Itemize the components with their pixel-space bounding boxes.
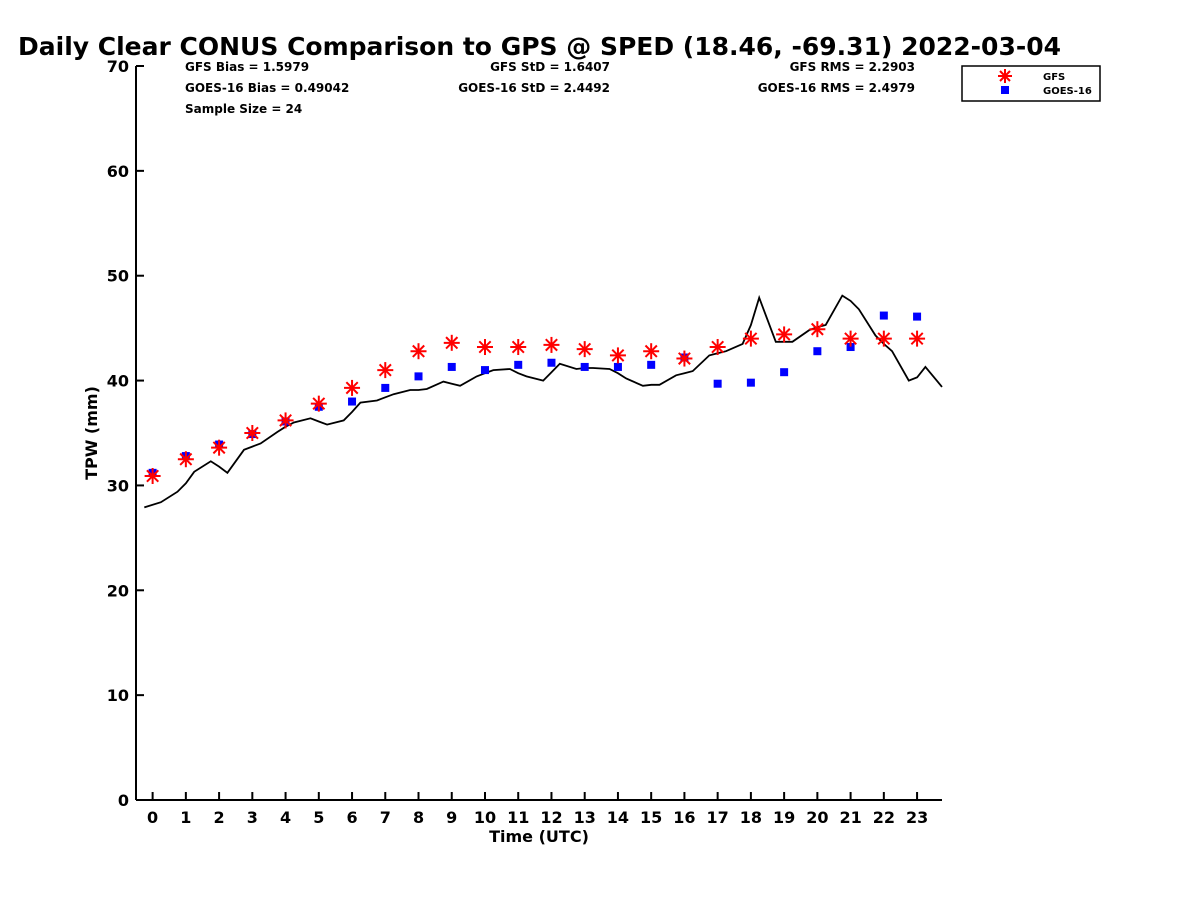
goes16-point bbox=[780, 368, 789, 377]
x-tick-label: 2 bbox=[214, 808, 225, 827]
x-ticks: 0 1 2 3 4 5 6 7 8 9 10 11 12 13 14 15 16 17 18 19 20 21 22 23 bbox=[147, 792, 928, 827]
goes16-point bbox=[746, 378, 755, 387]
y-tick-label: 30 bbox=[107, 476, 129, 495]
gfs-point bbox=[709, 339, 726, 356]
gfs-point bbox=[643, 343, 660, 360]
goes16-point bbox=[514, 360, 523, 369]
y-tick-label: 0 bbox=[118, 791, 129, 810]
gfs-point bbox=[510, 339, 527, 356]
y-tick-label: 10 bbox=[107, 686, 129, 705]
goes-bias-stat: GOES-16 Bias = 0.49042 bbox=[185, 81, 349, 95]
gfs-point bbox=[277, 412, 294, 429]
series-layer bbox=[144, 294, 943, 509]
goes-std-stat: GOES-16 StD = 2.4492 bbox=[458, 81, 610, 95]
gfs-point bbox=[543, 336, 560, 353]
gfs-point bbox=[809, 321, 826, 338]
goes16-point bbox=[480, 366, 489, 375]
gfs-point bbox=[377, 362, 394, 379]
legend-box bbox=[961, 65, 1101, 102]
legend: GFS GOES-16 bbox=[961, 65, 1101, 102]
x-tick-label: 18 bbox=[740, 808, 762, 827]
gfs-point bbox=[410, 343, 427, 360]
gfs-point bbox=[177, 451, 194, 468]
goes16-point bbox=[846, 343, 855, 352]
goes16-point bbox=[348, 397, 357, 406]
sample-size-stat: Sample Size = 24 bbox=[185, 102, 302, 116]
y-tick-label: 40 bbox=[107, 372, 129, 391]
gfs-point bbox=[310, 395, 327, 412]
goes16-point bbox=[879, 311, 888, 320]
gfs-point bbox=[576, 341, 593, 358]
goes16-point bbox=[580, 362, 589, 371]
gfs-std-stat: GFS StD = 1.6407 bbox=[490, 60, 610, 74]
goes16-point bbox=[613, 362, 622, 371]
x-tick-label: 7 bbox=[380, 808, 391, 827]
gfs-point bbox=[244, 425, 261, 441]
y-tick-label: 20 bbox=[107, 581, 129, 600]
x-tick-label: 14 bbox=[607, 808, 629, 827]
goes16-point bbox=[813, 347, 822, 356]
plot-area bbox=[135, 66, 942, 801]
x-tick-label: 20 bbox=[806, 808, 828, 827]
gfs-rms-stat: GFS RMS = 2.2903 bbox=[790, 60, 915, 74]
x-tick-label: 16 bbox=[673, 808, 695, 827]
y-tick-label: 50 bbox=[107, 267, 129, 286]
x-tick-label: 1 bbox=[180, 808, 191, 827]
x-tick-label: 10 bbox=[474, 808, 496, 827]
gfs-point bbox=[842, 330, 859, 347]
x-tick-label: 13 bbox=[574, 808, 596, 827]
gfs-point bbox=[875, 330, 892, 347]
x-tick-label: 23 bbox=[906, 808, 928, 827]
legend-gfs-marker bbox=[998, 69, 1012, 83]
y-axis-label: TPW (mm) bbox=[82, 386, 101, 480]
x-axis-label: Time (UTC) bbox=[489, 827, 589, 846]
stats-block: GFS Bias = 1.5979 GOES-16 Bias = 0.49042… bbox=[185, 60, 915, 116]
x-tick-label: 17 bbox=[707, 808, 729, 827]
x-tick-label: 19 bbox=[773, 808, 795, 827]
gfs-point bbox=[211, 439, 228, 456]
goes16-point bbox=[381, 383, 390, 392]
x-tick-label: 8 bbox=[413, 808, 424, 827]
goes16-point bbox=[447, 362, 456, 371]
legend-goes-marker bbox=[1001, 86, 1009, 94]
gfs-point bbox=[776, 326, 793, 343]
gfs-point bbox=[144, 467, 161, 484]
x-tick-label: 15 bbox=[640, 808, 662, 827]
x-tick-label: 3 bbox=[247, 808, 258, 827]
x-tick-label: 9 bbox=[446, 808, 457, 827]
gps-series-line bbox=[144, 294, 943, 509]
goes16-point bbox=[713, 379, 722, 388]
gfs-point bbox=[443, 334, 460, 351]
y-ticks: 0 10 20 30 40 50 60 70 bbox=[107, 57, 144, 810]
gfs-point bbox=[609, 347, 626, 364]
x-tick-label: 21 bbox=[839, 808, 861, 827]
goes16-point bbox=[913, 312, 922, 321]
goes16-point bbox=[414, 372, 423, 381]
x-tick-label: 6 bbox=[346, 808, 357, 827]
chart-title: Daily Clear CONUS Comparison to GPS @ SP… bbox=[18, 32, 1061, 61]
gfs-point bbox=[742, 330, 759, 347]
gfs-point bbox=[344, 379, 361, 396]
gfs-point bbox=[909, 330, 926, 347]
x-tick-label: 11 bbox=[507, 808, 529, 827]
goes16-point bbox=[647, 360, 656, 369]
x-tick-label: 22 bbox=[873, 808, 895, 827]
x-tick-label: 5 bbox=[313, 808, 324, 827]
x-tick-label: 4 bbox=[280, 808, 291, 827]
gfs-bias-stat: GFS Bias = 1.5979 bbox=[185, 60, 309, 74]
legend-goes-label: GOES-16 bbox=[1043, 86, 1092, 97]
legend-gfs-label: GFS bbox=[1043, 72, 1065, 83]
y-tick-label: 60 bbox=[107, 162, 129, 181]
gfs-point bbox=[676, 350, 693, 367]
y-tick-label: 70 bbox=[107, 57, 129, 76]
goes-rms-stat: GOES-16 RMS = 2.4979 bbox=[758, 81, 915, 95]
gfs-point bbox=[476, 339, 493, 356]
goes16-point bbox=[547, 358, 556, 367]
x-tick-label: 0 bbox=[147, 808, 158, 827]
x-tick-label: 12 bbox=[540, 808, 562, 827]
